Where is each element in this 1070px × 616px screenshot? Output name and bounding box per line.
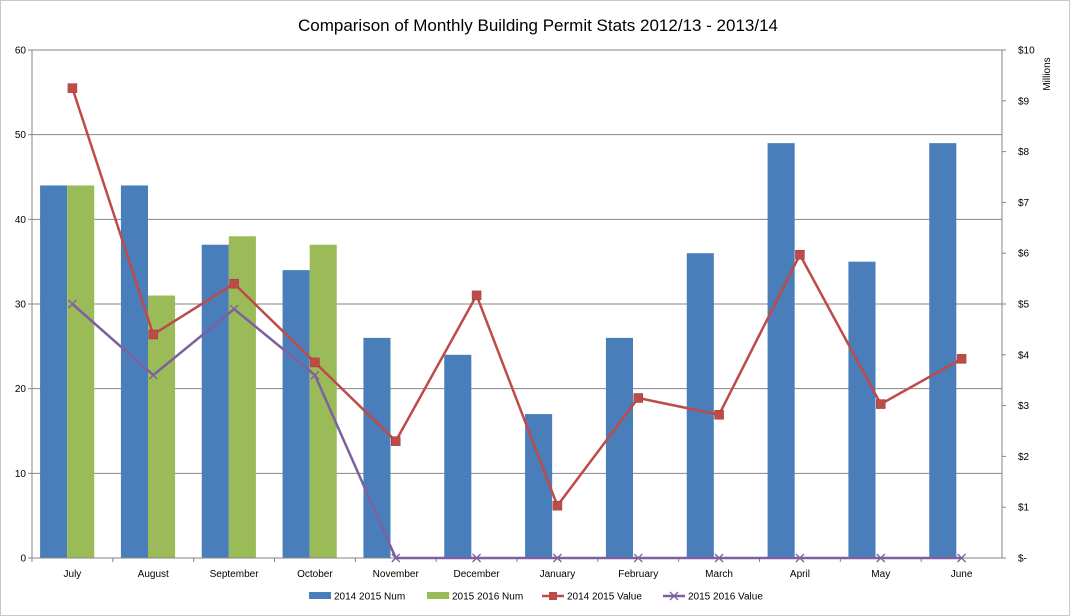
legend-item[interactable]: 2014 2015 Value — [542, 592, 642, 603]
gridlines — [32, 49, 1002, 474]
legend[interactable]: 2014 2015 Num 2015 2016 Num 2014 2015 Valu… — [309, 592, 763, 603]
data-point — [472, 553, 482, 563]
data-point — [391, 436, 401, 446]
right-axis-tick-label: $2 — [1018, 452, 1030, 463]
legend-swatch — [427, 592, 449, 599]
data-point — [310, 370, 320, 380]
data-point — [391, 553, 401, 563]
data-point — [67, 83, 78, 93]
left-axis-tick-label: 40 — [15, 215, 27, 226]
left-axis-tick-label: 0 — [20, 554, 26, 565]
data-point — [795, 249, 805, 260]
right-axis-tick-label: $- — [1018, 554, 1027, 565]
bar — [282, 270, 310, 558]
data-point — [67, 299, 77, 309]
legend-item[interactable]: 2015 2016 Value — [663, 592, 763, 603]
right-axis-label: Millions — [1042, 57, 1053, 90]
legend-swatch — [309, 592, 331, 599]
data-point — [310, 357, 320, 368]
series-line — [71, 303, 962, 560]
data-point — [229, 278, 239, 289]
legend-marker — [669, 591, 679, 601]
x-axis-tick-label: June — [951, 569, 973, 580]
data-point — [876, 553, 886, 563]
right-axis-tick-label: $7 — [1018, 198, 1030, 209]
data-point — [148, 370, 158, 380]
bar — [120, 185, 148, 558]
x-axis-tick-label: December — [454, 569, 501, 580]
bar — [309, 244, 337, 558]
chart-title: Comparison of Monthly Building Permit St… — [298, 16, 778, 35]
x-axis-tick-label: September — [210, 569, 260, 580]
data-point — [876, 399, 886, 409]
x-axis-tick-label: November — [373, 569, 420, 580]
data-point — [714, 409, 724, 420]
bar — [40, 185, 68, 558]
series-line — [71, 87, 963, 507]
bar — [767, 143, 795, 558]
bar — [848, 261, 876, 558]
legend-item[interactable]: 2015 2016 Num — [427, 592, 523, 603]
legend-marker — [549, 592, 557, 600]
x-axis-tick-label: October — [297, 569, 333, 580]
data-point — [471, 290, 482, 301]
bar — [228, 236, 256, 558]
right-axis-tick-label: $8 — [1018, 147, 1030, 158]
x-axis-tick-label: February — [618, 569, 658, 580]
right-axis-tick-label: $1 — [1018, 503, 1030, 514]
left-axis-tick-label: 50 — [15, 130, 27, 141]
data-point — [148, 329, 158, 340]
legend-label: 2014 2015 Value — [567, 592, 642, 603]
bars — [40, 143, 957, 558]
bar — [686, 253, 714, 558]
right-axis-tick-label: $10 — [1018, 46, 1035, 57]
x-axis-tick-label: August — [138, 569, 169, 580]
data-point — [552, 500, 563, 511]
data-point — [795, 553, 805, 563]
left-axis-tick-label: 60 — [15, 46, 27, 57]
bar — [201, 244, 229, 558]
left-axis-tick-label: 10 — [15, 469, 27, 480]
data-point — [633, 393, 643, 403]
tick-labels: 0 10 20 30 40 50 60 $- $1 $2 $3 $4 $5 $6 $7 $8 $9 $10 July… — [15, 46, 1035, 581]
right-axis-tick-label: $6 — [1018, 249, 1030, 260]
bar — [605, 337, 633, 558]
right-axis-tick-label: $4 — [1018, 350, 1030, 361]
data-point — [956, 354, 967, 364]
data-point — [552, 553, 562, 563]
right-axis-tick-label: $3 — [1018, 401, 1030, 412]
right-axis-tick-label: $5 — [1018, 300, 1030, 311]
x-axis-tick-label: April — [790, 569, 810, 580]
legend-item[interactable]: 2014 2015 Num — [309, 592, 405, 603]
bar — [67, 185, 95, 558]
x-axis-tick-label: July — [64, 569, 82, 580]
bar — [147, 295, 176, 558]
right-axis-tick-label: $9 — [1018, 96, 1030, 107]
data-point — [714, 553, 724, 563]
left-axis-tick-label: 20 — [15, 384, 27, 395]
legend-label: 2015 2016 Value — [688, 592, 763, 603]
bar — [363, 337, 391, 558]
data-point — [957, 553, 967, 563]
bar — [929, 143, 957, 558]
lines — [67, 83, 967, 563]
bar — [525, 414, 553, 558]
left-axis-tick-label: 30 — [15, 300, 27, 311]
x-axis-tick-label: January — [540, 569, 576, 580]
x-axis-tick-label: March — [705, 569, 733, 580]
data-point — [229, 304, 239, 314]
data-point — [633, 553, 643, 563]
legend-label: 2014 2015 Num — [334, 592, 405, 603]
x-axis-tick-label: May — [871, 569, 890, 580]
bar — [444, 354, 472, 558]
legend-label: 2015 2016 Num — [452, 592, 523, 603]
